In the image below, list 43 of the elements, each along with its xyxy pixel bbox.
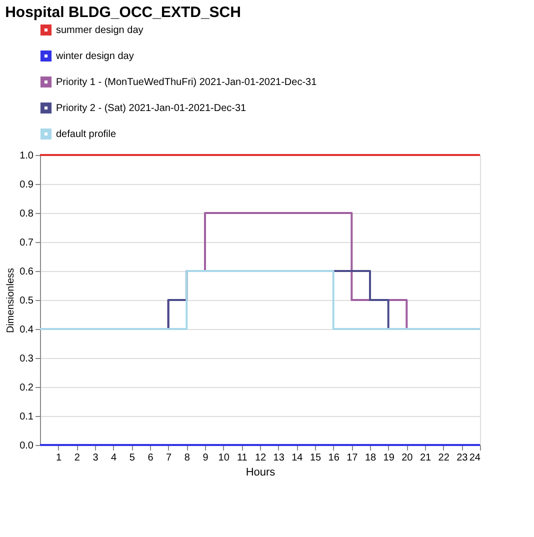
- x-tick-label: 8: [184, 452, 190, 464]
- x-tick-label: 18: [364, 452, 376, 464]
- x-tick-label: 19: [383, 452, 395, 464]
- y-tick-label: 0.8: [20, 208, 34, 220]
- x-axis-title: Hours: [246, 466, 276, 478]
- x-tick-label: 13: [273, 452, 285, 464]
- legend-label: Priority 2 - (Sat) 2021-Jan-01-2021-Dec-31: [56, 103, 247, 114]
- legend-label: Priority 1 - (MonTueWedThuFri) 2021-Jan-01-2021-Dec-31: [56, 77, 318, 88]
- x-tick-label: 10: [218, 452, 230, 464]
- x-tick-label: 2: [74, 452, 80, 464]
- x-tick-label: 22: [438, 452, 450, 464]
- y-tick-label: 0.1: [20, 412, 34, 422]
- y-tick-label: 0.7: [20, 238, 34, 248]
- x-tick-label: 15: [310, 452, 322, 464]
- x-tick-label: 14: [292, 452, 304, 464]
- y-tick-label: 0.4: [20, 324, 34, 336]
- legend-label: default profile: [56, 129, 116, 140]
- y-tick-label: 1.0: [20, 150, 34, 162]
- x-tick-label: 6: [148, 452, 154, 464]
- legend-label: winter design day: [55, 51, 134, 62]
- x-tick-label: 12: [254, 452, 266, 464]
- y-axis-title: Dimensionless: [6, 268, 17, 334]
- y-tick-label: 0.9: [20, 180, 34, 190]
- y-tick-label: 0.3: [20, 354, 34, 364]
- legend-label: summer design day: [56, 25, 144, 36]
- x-tick-label: 16: [328, 452, 340, 464]
- x-tick-label: 4: [111, 452, 118, 464]
- y-tick-label: 0.2: [20, 382, 34, 394]
- x-tick-label: 11: [236, 452, 248, 464]
- x-tick-label: 17: [346, 452, 358, 464]
- chart-title: Hospital BLDG_OCC_EXTD_SCH: [5, 4, 241, 21]
- y-tick-label: 0.6: [20, 266, 34, 278]
- x-tick-label: 1: [56, 452, 62, 464]
- x-tick-label: 5: [129, 452, 136, 464]
- y-tick-label: 0.5: [20, 296, 34, 306]
- x-tick-label: 3: [92, 452, 99, 464]
- x-tick-label: 23: [456, 452, 468, 464]
- x-tick-label: 21: [420, 452, 432, 464]
- x-tick-label: 24: [469, 452, 481, 464]
- x-tick-label: 7: [166, 452, 172, 464]
- y-tick-label: 0.0: [20, 440, 34, 452]
- x-tick-label: 20: [402, 452, 414, 464]
- x-tick-label: 9: [202, 452, 209, 464]
